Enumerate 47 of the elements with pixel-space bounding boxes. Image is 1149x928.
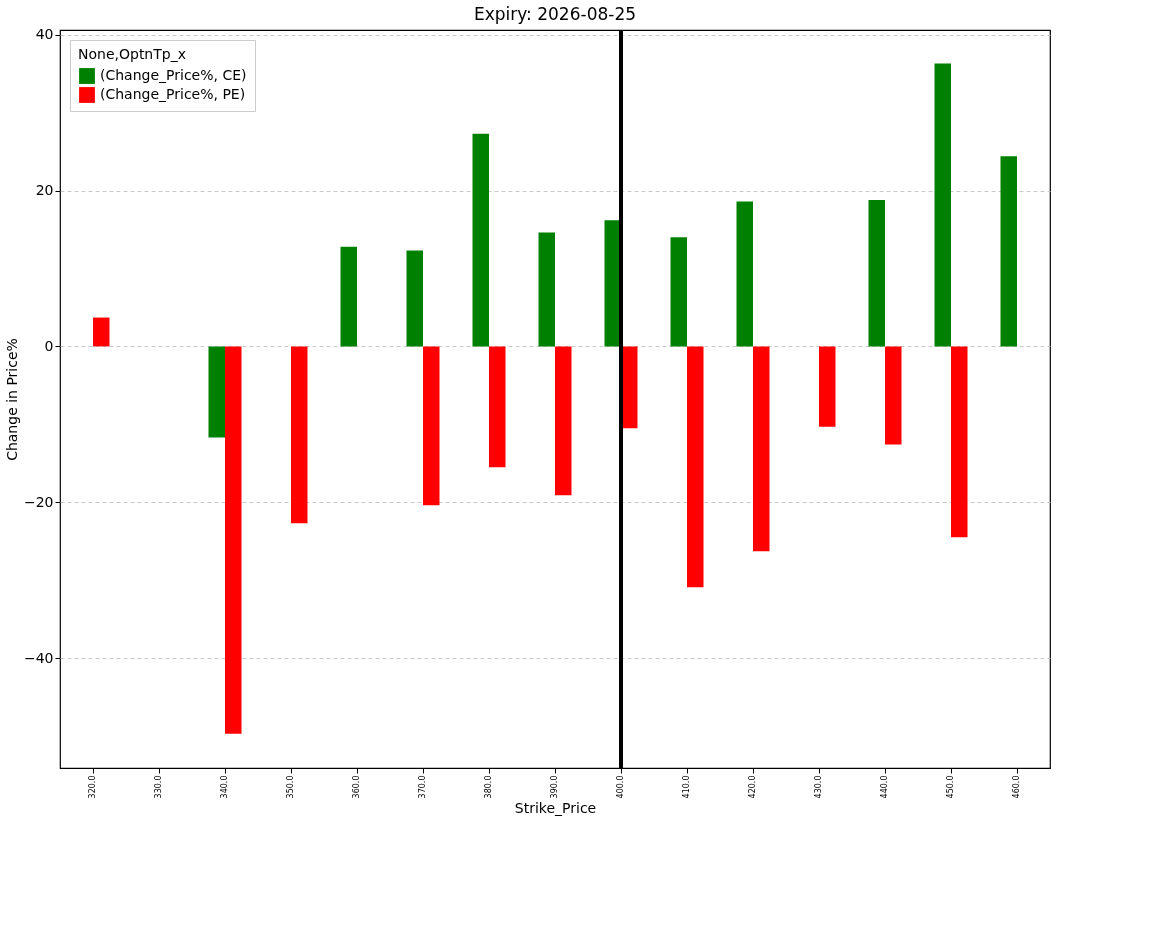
bar (670, 237, 687, 347)
x-tick-label: 450.0 (946, 775, 955, 799)
x-tick-label: 460.0 (1012, 775, 1021, 799)
x-tick-label: 410.0 (682, 775, 691, 799)
bar (736, 201, 753, 347)
x-tick-label: 420.0 (748, 775, 757, 799)
bar (538, 232, 555, 347)
legend-title: None,OptnTp_x (78, 46, 186, 62)
bar (1000, 156, 1017, 347)
x-tick-label: 440.0 (880, 775, 889, 799)
x-tick-label: 380.0 (484, 775, 493, 799)
bar (340, 246, 357, 347)
legend-label: (Change_Price%, PE) (100, 86, 246, 102)
chart-title: Expiry: 2026-08-25 (473, 3, 637, 24)
bar (885, 346, 902, 445)
bar (555, 346, 572, 496)
bar (225, 346, 242, 734)
y-axis-title: Change in Price% (3, 338, 20, 461)
bar (687, 346, 704, 588)
x-tick-label: 370.0 (418, 775, 427, 799)
x-tick-label: 360.0 (352, 775, 361, 799)
x-tick-label: 400.0 (616, 775, 625, 799)
y-tick-label: −40 (23, 649, 54, 666)
bar (472, 133, 489, 347)
bar (934, 63, 951, 347)
x-axis-title: Strike_Price (514, 800, 597, 817)
bar (208, 346, 225, 438)
bar (291, 346, 308, 524)
y-tick-label: −20 (23, 493, 54, 510)
y-tick-label: 20 (35, 182, 54, 199)
y-tick-label: 40 (35, 26, 54, 43)
x-tick-label: 340.0 (220, 775, 229, 799)
x-tick-label: 350.0 (286, 775, 295, 799)
bar (489, 346, 506, 468)
x-tick-label: 430.0 (814, 775, 823, 799)
legend-label: (Change_Price%, CE) (100, 67, 247, 83)
x-tick-label: 390.0 (550, 775, 559, 799)
bar (406, 250, 423, 347)
x-tick-label: 330.0 (154, 775, 163, 799)
y-tick-label: 0 (44, 337, 54, 354)
bar (819, 346, 836, 427)
bar (868, 199, 885, 347)
bar (753, 346, 770, 552)
x-tick-label: 320.0 (88, 775, 97, 799)
bar (423, 346, 440, 506)
bar (951, 346, 968, 538)
bar (93, 317, 110, 347)
